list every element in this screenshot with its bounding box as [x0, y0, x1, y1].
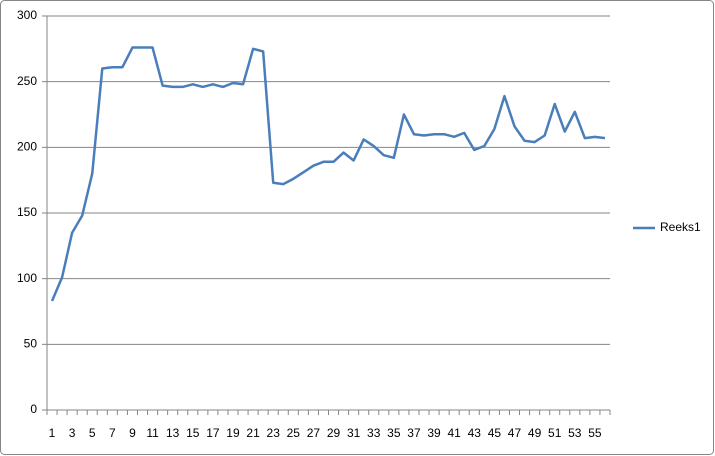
x-tick-label: 45	[488, 426, 502, 440]
x-tick-label: 35	[387, 426, 401, 440]
x-tick-label: 51	[548, 426, 562, 440]
x-tick-label: 11	[146, 426, 159, 440]
x-tick-label: 5	[89, 426, 96, 440]
x-tick-label: 19	[226, 426, 240, 440]
x-tick-label: 29	[327, 426, 341, 440]
x-tick-label: 13	[166, 426, 180, 440]
x-tick-label: 9	[129, 426, 136, 440]
x-tick-label: 47	[508, 426, 522, 440]
y-tick-label: 150	[17, 205, 37, 219]
legend-label: Reeks1	[660, 220, 701, 234]
x-tick-label: 3	[69, 426, 76, 440]
x-tick-label: 41	[447, 426, 461, 440]
x-tick-label: 27	[307, 426, 321, 440]
x-tick-label: 31	[347, 426, 361, 440]
x-tick-label: 37	[407, 426, 421, 440]
x-tick-label: 49	[528, 426, 542, 440]
y-tick-label: 50	[24, 337, 38, 351]
x-tick-label: 21	[246, 426, 260, 440]
x-tick-label: 55	[588, 426, 602, 440]
y-tick-label: 250	[17, 74, 37, 88]
x-tick-label: 25	[287, 426, 301, 440]
x-tick-label: 17	[206, 426, 220, 440]
y-tick-label: 0	[30, 402, 37, 416]
data-line	[50, 46, 606, 302]
x-tick-label: 33	[367, 426, 381, 440]
x-tick-label: 15	[186, 426, 200, 440]
y-tick-label: 300	[17, 8, 37, 22]
x-tick-label: 43	[468, 426, 482, 440]
x-tick-label: 1	[49, 426, 56, 440]
x-tick-label: 7	[109, 426, 116, 440]
y-tick-label: 100	[17, 271, 37, 285]
x-tick-label: 39	[427, 426, 441, 440]
x-tick-label: 23	[267, 426, 281, 440]
y-tick-label: 200	[17, 140, 37, 154]
x-tick-label: 53	[568, 426, 582, 440]
